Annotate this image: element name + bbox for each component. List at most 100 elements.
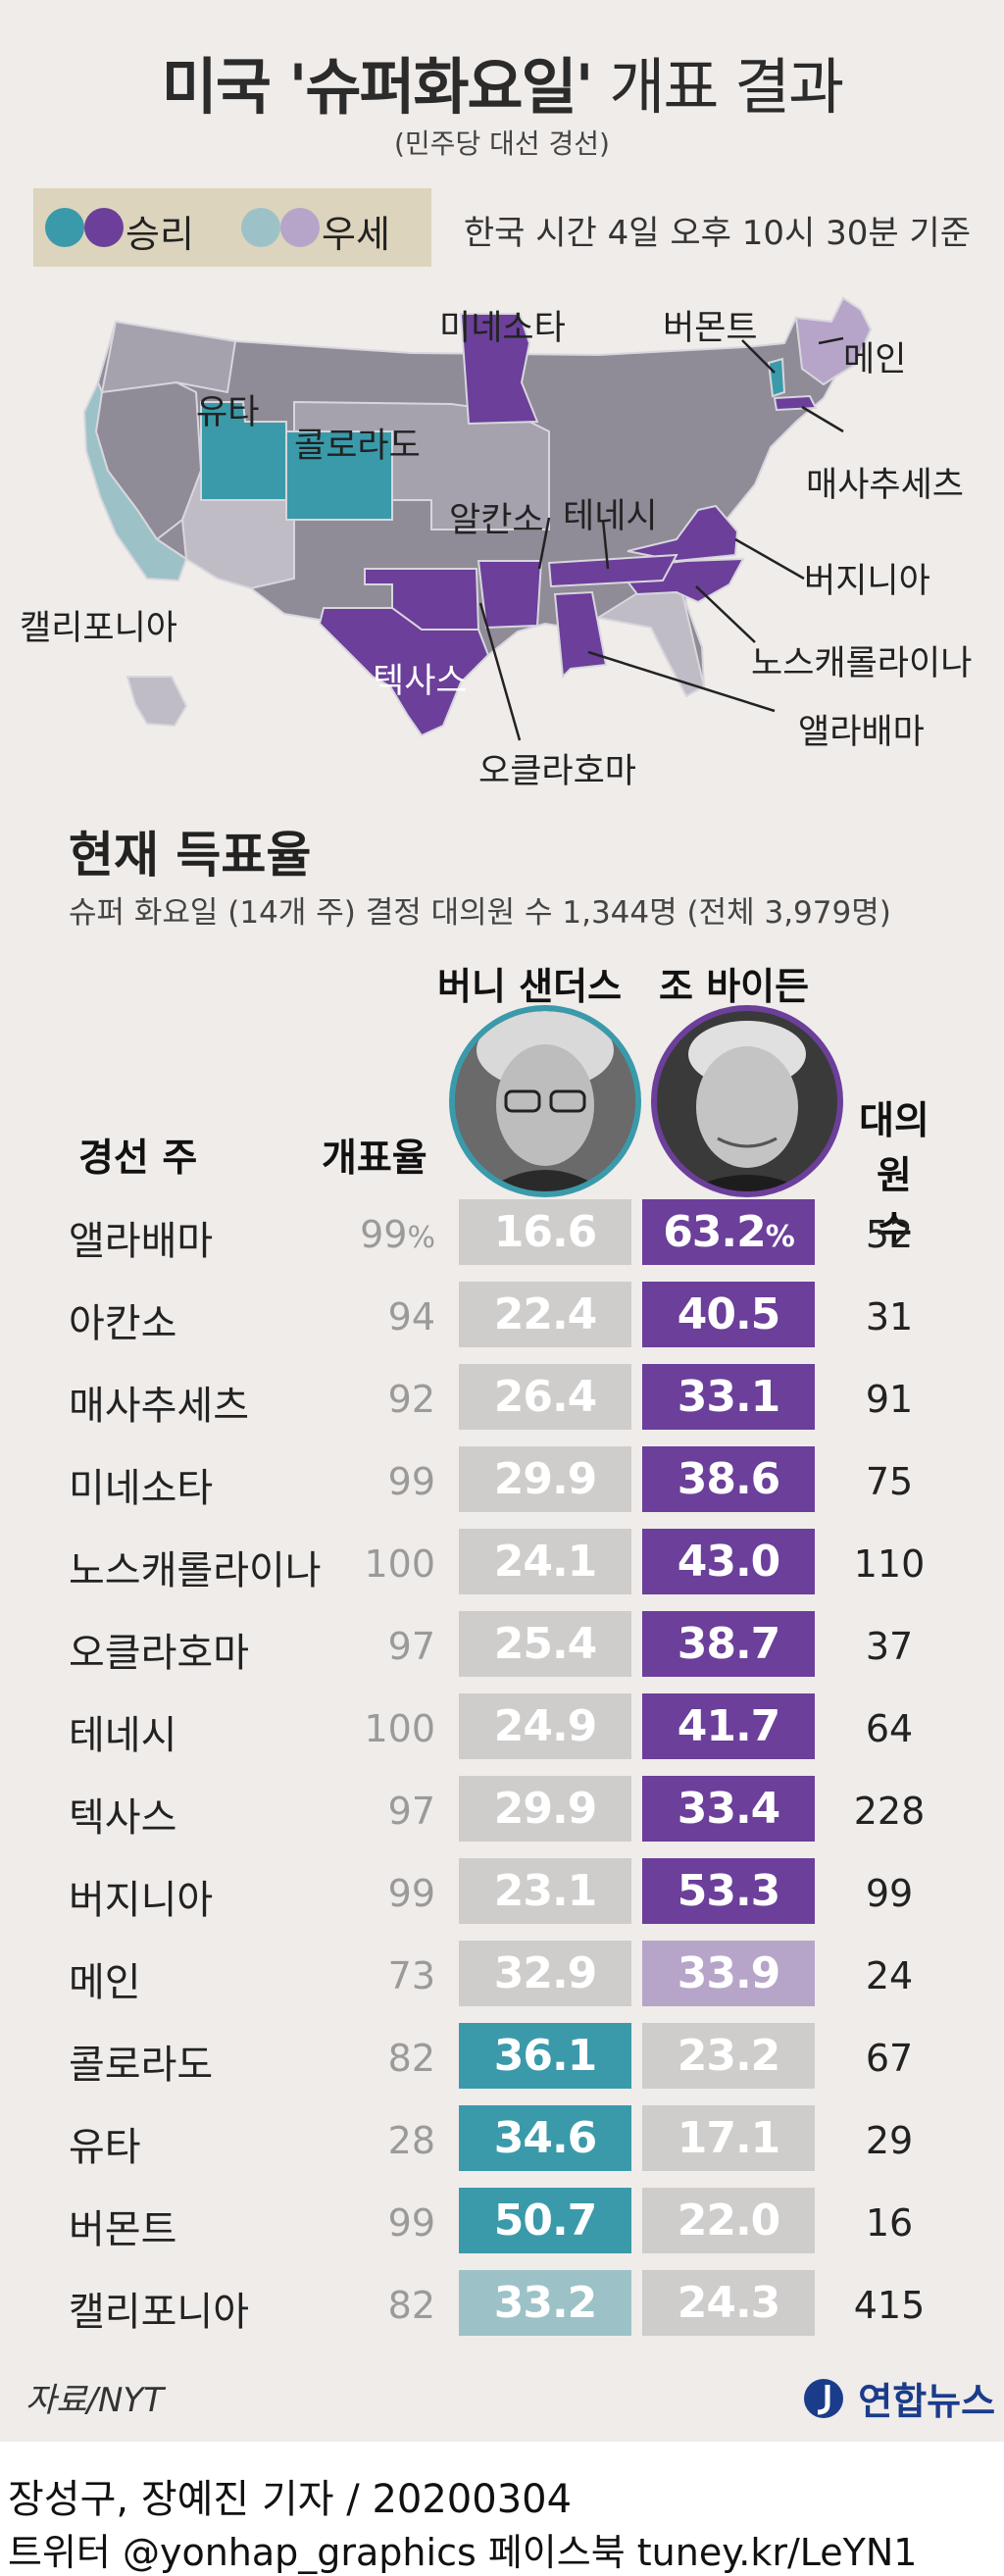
row-delegates: 31: [865, 1295, 914, 1339]
virginia-leader: [734, 537, 805, 581]
table-row: 아칸소 94 22.4 40.5 31: [0, 1278, 1004, 1352]
alabama-leader: [587, 650, 776, 713]
north-carolina-leader: [695, 585, 756, 643]
title-bold: 미국 '슈퍼화요일': [161, 51, 594, 123]
row-biden-value: 24.3: [642, 2270, 815, 2336]
row-counted: 97: [387, 1625, 435, 1668]
row-sanders-value: 29.9: [459, 1446, 631, 1512]
row-state: 매사추세츠: [69, 1384, 249, 1429]
row-delegates: 75: [865, 1460, 914, 1503]
table-row: 노스캐롤라이나 100 24.1 43.0 110: [0, 1525, 1004, 1599]
map-label-north-carolina: 노스캐롤라이나: [751, 644, 973, 683]
table-row: 앨라배마 99% 16.6 63.2% 52: [0, 1195, 1004, 1270]
vermont-shape: [767, 357, 786, 398]
row-biden-value: 38.6: [642, 1446, 815, 1512]
alabama-shape: [553, 590, 608, 680]
row-counted: 100: [364, 1707, 435, 1750]
massachusetts-shape: [773, 394, 818, 412]
row-delegates: 99: [865, 1872, 914, 1915]
row-counted: 94: [387, 1295, 435, 1339]
map-label-virginia: 버지니아: [804, 562, 930, 601]
row-biden-value: 17.1: [642, 2105, 815, 2171]
candidate-name-sanders: 버니 샌더스: [437, 965, 623, 1008]
map-label-colorado: 콜로라도: [294, 427, 421, 466]
row-state: 텍사스: [69, 1795, 177, 1841]
agency-name: 연합뉴스: [858, 2380, 996, 2423]
table-row: 유타 28 34.6 17.1 29: [0, 2101, 1004, 2176]
map-label-arkansas: 알칸소: [449, 501, 544, 540]
row-biden-value: 40.5: [642, 1282, 815, 1347]
row-counted: 99%: [360, 1213, 435, 1256]
row-counted: 82: [387, 2037, 435, 2080]
page-subtitle: (민주당 대선 경선): [394, 127, 610, 160]
row-biden-value: 33.1: [642, 1364, 815, 1430]
row-counted: 28: [387, 2119, 435, 2162]
biden-win-swatch: [84, 208, 124, 247]
map-label-oklahoma: 오클라호마: [478, 752, 637, 791]
column-header-counted: 개표율: [322, 1136, 427, 1181]
map-label-maine: 메인: [843, 340, 907, 379]
sanders-photo: [449, 1005, 641, 1197]
row-counted: 73: [387, 1954, 435, 1997]
table-row: 미네소타 99 29.9 38.6 75: [0, 1442, 1004, 1517]
map-label-massachusetts: 매사추세츠: [806, 466, 965, 505]
legend-win-label: 승리: [126, 213, 194, 256]
map-label-tennessee: 테네시: [563, 497, 658, 536]
row-state: 오클라호마: [69, 1631, 249, 1676]
row-state: 앨라배마: [69, 1219, 214, 1264]
california-shape: [82, 379, 188, 582]
column-header-delegates-line1: 대의원: [859, 1099, 929, 1198]
oklahoma-leader: [478, 602, 522, 741]
table-row: 메인 73 32.9 33.9 24: [0, 1937, 1004, 2011]
row-sanders-value: 32.9: [459, 1941, 631, 2006]
row-delegates: 67: [865, 2037, 914, 2080]
tennessee-shape: [547, 553, 678, 588]
map-label-vermont: 버몬트: [663, 309, 758, 348]
row-delegates: 91: [865, 1378, 914, 1421]
source-note: 자료/NYT: [25, 2381, 164, 2420]
row-sanders-value: 33.2: [459, 2270, 631, 2336]
map-label-texas: 텍사스: [373, 662, 468, 701]
row-state: 노스캐롤라이나: [69, 1548, 322, 1593]
row-delegates: 16: [865, 2201, 914, 2245]
row-state: 테네시: [69, 1713, 177, 1758]
utah-shape: [200, 401, 287, 501]
row-delegates: 52: [865, 1213, 914, 1256]
row-sanders-value: 36.1: [459, 2023, 631, 2089]
massachusetts-leader: [801, 405, 844, 433]
row-biden-value: 33.4: [642, 1776, 815, 1842]
row-sanders-value: 29.9: [459, 1776, 631, 1842]
row-delegates: 110: [853, 1542, 926, 1586]
row-delegates: 29: [865, 2119, 914, 2162]
row-state: 버지니아: [69, 1878, 214, 1923]
row-state: 메인: [69, 1960, 141, 2005]
arkansas-leader: [537, 517, 551, 570]
row-biden-value: 38.7: [642, 1611, 815, 1677]
row-sanders-value: 34.6: [459, 2105, 631, 2171]
row-biden-value: 53.3: [642, 1858, 815, 1924]
row-delegates: 228: [853, 1790, 926, 1833]
table-row: 캘리포니아 82 33.2 24.3 415: [0, 2266, 1004, 2341]
row-delegates: 24: [865, 1954, 914, 1997]
texas-shape: [318, 607, 490, 737]
tennessee-leader: [601, 519, 610, 570]
row-delegates: 64: [865, 1707, 914, 1750]
base-time-note: 한국 시간 4일 오후 10시 30분 기준: [463, 214, 971, 253]
column-header-delegates: 대의원 수: [845, 1090, 943, 1255]
reporter-credit: 장성구, 장예진 기자 / 20200304: [8, 2477, 573, 2522]
row-biden-value: 22.0: [642, 2188, 815, 2253]
row-sanders-value: 25.4: [459, 1611, 631, 1677]
table-row: 텍사스 97 29.9 33.4 228: [0, 1772, 1004, 1846]
map-label-utah: 유타: [196, 393, 260, 432]
column-header-state: 경선 주: [78, 1136, 198, 1181]
agency-logo: 연합뉴스: [802, 2371, 995, 2425]
page-title: 미국 '슈퍼화요일' 개표 결과: [0, 37, 1004, 126]
row-state: 콜로라도: [69, 2043, 214, 2088]
sanders-win-swatch: [45, 208, 84, 247]
table-row: 테네시 100 24.9 41.7 64: [0, 1690, 1004, 1764]
row-counted: 92: [387, 1378, 435, 1421]
maine-leader: [818, 336, 844, 345]
us-map: [82, 296, 873, 741]
row-state: 캘리포니아: [69, 2290, 249, 2335]
